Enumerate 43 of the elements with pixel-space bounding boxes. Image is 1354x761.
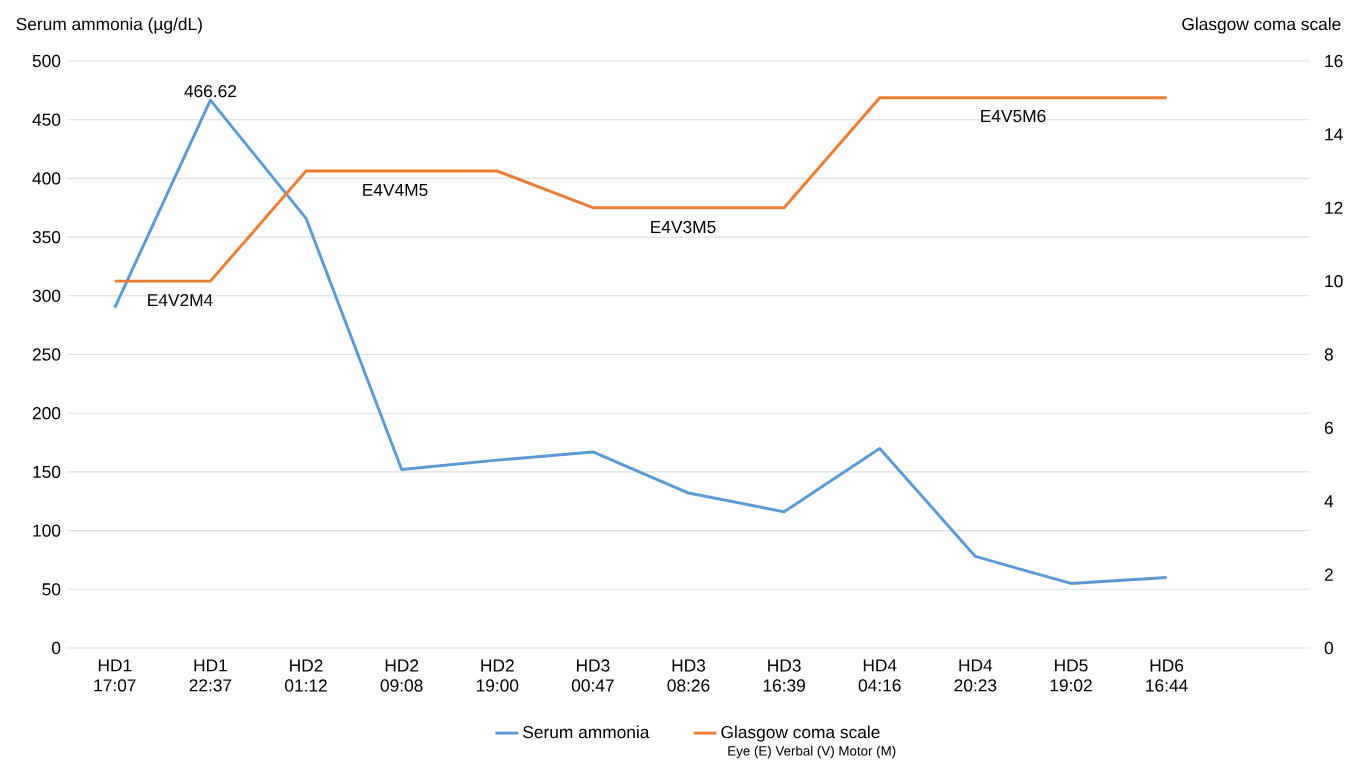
y-tick-label: 50 xyxy=(42,583,61,596)
annotation: E4V4M5 xyxy=(363,183,428,197)
y2-tick-label: 4 xyxy=(1324,495,1334,508)
y2-tick-label: 6 xyxy=(1324,421,1333,435)
y2-tick-label: 2 xyxy=(1324,568,1333,581)
legend-label: Serum ammonia xyxy=(523,725,650,739)
y-tick-label: 500 xyxy=(32,54,61,68)
y2-axis-title: Glasgow coma scale xyxy=(1182,17,1341,34)
x-tick-label: HD2 19:00 xyxy=(476,659,519,692)
annotation: E4V3M5 xyxy=(651,220,716,234)
y-tick-label: 300 xyxy=(32,289,61,302)
x-tick-label: HD5 19:02 xyxy=(1050,659,1092,692)
y-tick-label: 350 xyxy=(32,230,61,244)
y2-tick-label: 10 xyxy=(1325,274,1343,288)
y-axis-title: Serum ammonia (µg/dL) xyxy=(16,17,202,34)
x-tick-label: HD6 16:44 xyxy=(1146,659,1188,692)
y2-tick-label: 8 xyxy=(1324,348,1333,361)
annotation: E4V5M6 xyxy=(981,109,1046,123)
x-tick-label: HD3 08:26 xyxy=(667,659,710,692)
y-tick-label: 200 xyxy=(32,407,61,420)
x-tick-label: HD3 16:39 xyxy=(763,659,805,692)
y2-tick-label: 16 xyxy=(1325,54,1343,68)
y-tick-label: 100 xyxy=(33,524,61,537)
x-tick-label: HD4 04:16 xyxy=(858,659,901,692)
y-tick-label: 400 xyxy=(32,172,61,185)
data-label: 466.62 xyxy=(184,84,237,98)
line-series xyxy=(113,98,1169,585)
y2-tick-label: 14 xyxy=(1325,128,1343,141)
text: Eye (E) Verbal (V) Motor (M) xyxy=(728,745,896,759)
x-tick-label: HD1 17:07 xyxy=(94,659,136,692)
annotation: E4V2M4 xyxy=(148,293,213,307)
y-tick-label: 450 xyxy=(32,113,61,126)
y-tick-label: 0 xyxy=(51,641,61,655)
y-tick-label: 150 xyxy=(33,465,61,479)
x-tick-label: HD4 20:23 xyxy=(954,659,997,692)
x-tick-label: HD2 01:12 xyxy=(285,659,327,692)
x-tick-label: HD1 22:37 xyxy=(189,659,232,692)
x-tick-label: HD2 09:08 xyxy=(380,659,423,692)
y2-tick-label: 12 xyxy=(1325,201,1343,214)
y2-tick-label: 0 xyxy=(1324,641,1334,655)
legend-label: Glasgow coma scale xyxy=(721,725,880,742)
y-tick-label: 250 xyxy=(32,348,61,361)
x-tick-label: HD3 00:47 xyxy=(571,659,614,692)
